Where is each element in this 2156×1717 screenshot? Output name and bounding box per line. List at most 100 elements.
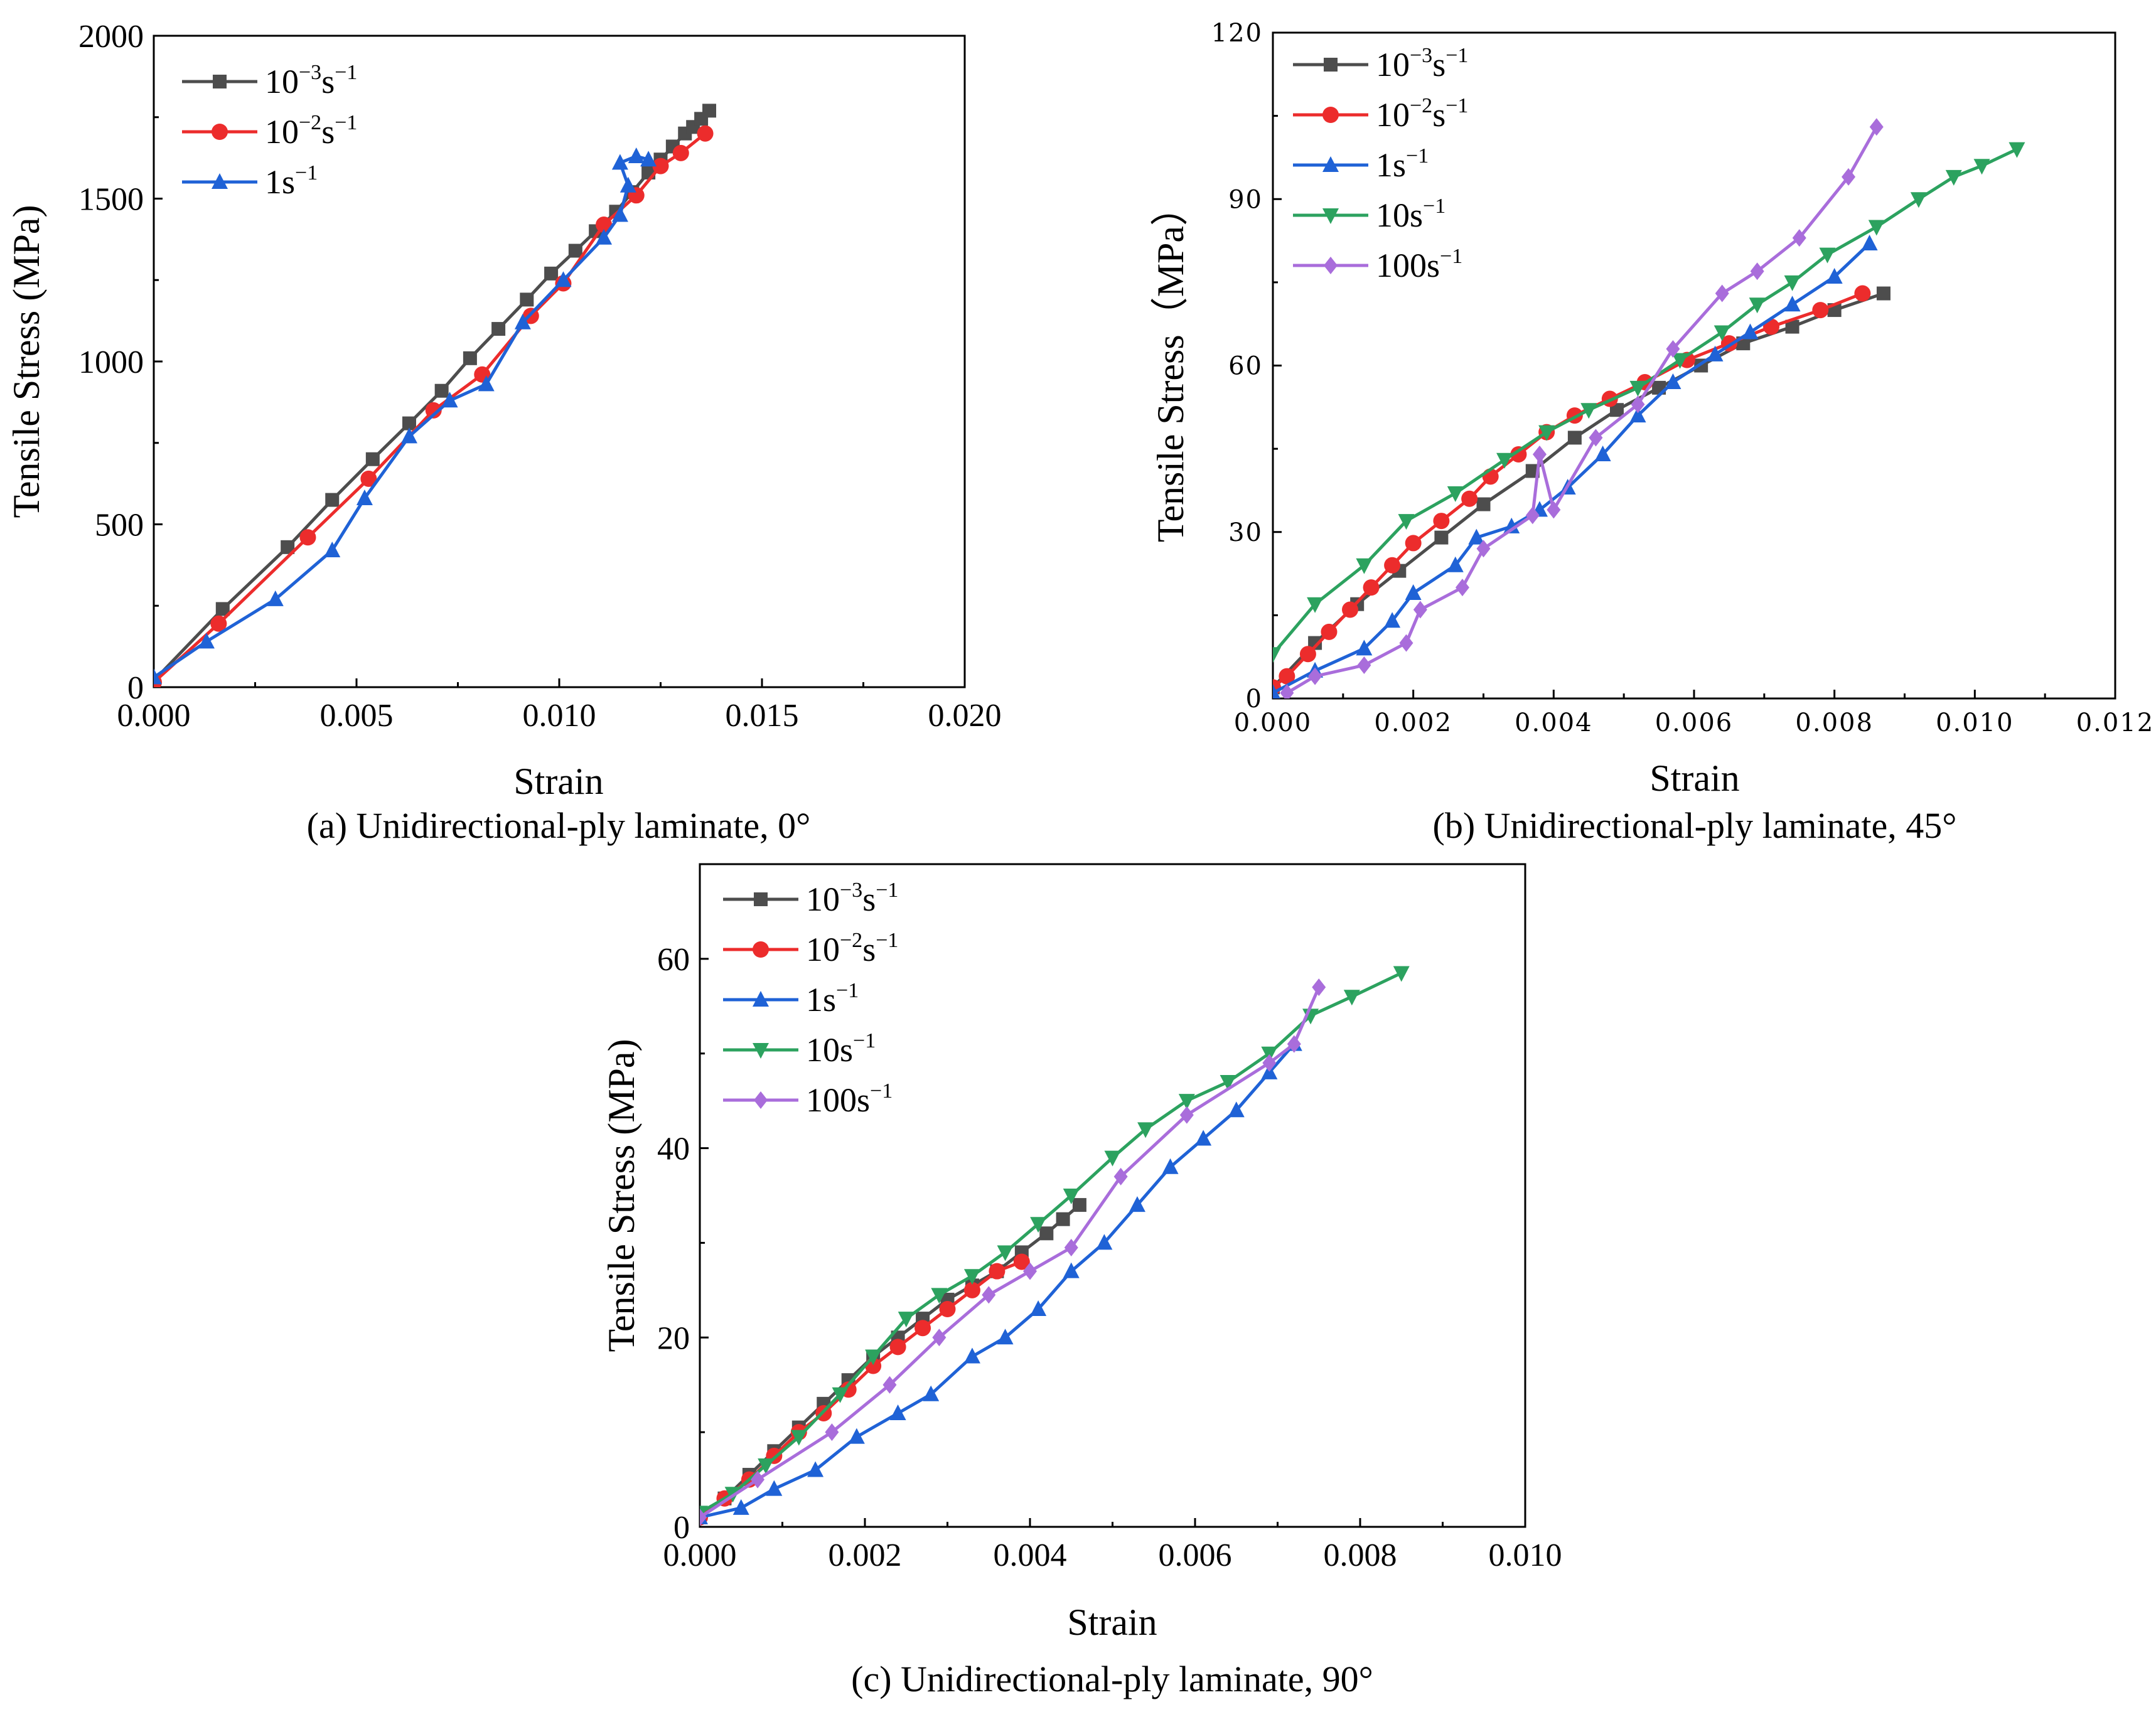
data-point	[611, 206, 628, 222]
data-point	[360, 470, 377, 487]
data-point	[1792, 229, 1806, 247]
data-point	[1547, 501, 1561, 519]
data-point	[2009, 142, 2025, 158]
data-point	[1195, 1130, 1212, 1146]
legend-exponent: −1	[1423, 195, 1445, 218]
data-point	[1178, 1094, 1195, 1110]
data-point	[1405, 584, 1422, 601]
x-tick-label: 0.015	[726, 698, 799, 734]
data-point	[997, 1329, 1014, 1345]
legend-unit: s	[823, 981, 836, 1019]
data-point	[1785, 319, 1799, 334]
legend-marker	[213, 75, 227, 88]
data-point	[1496, 452, 1513, 469]
legend-base: 100	[1376, 247, 1427, 284]
data-point	[1714, 325, 1730, 341]
data-point	[1162, 1158, 1179, 1174]
legend-label: 1s−1	[1376, 144, 1429, 184]
data-point	[198, 633, 215, 649]
legend-exponent: −3	[840, 879, 862, 902]
data-point	[997, 1245, 1014, 1261]
data-point	[1784, 296, 1801, 312]
data-point	[1447, 486, 1464, 502]
legend-label: 1s−1	[806, 979, 859, 1019]
legend-exponent: −2	[840, 929, 862, 952]
series-line	[154, 154, 649, 679]
data-point	[1030, 1300, 1047, 1317]
data-point	[1220, 1074, 1236, 1091]
legend: 10−3s−110−2s−11s−1	[182, 61, 357, 201]
x-tick-label: 0.002	[829, 1538, 902, 1573]
data-point	[889, 1339, 906, 1356]
legend-exponent: −3	[1410, 44, 1432, 67]
data-point	[989, 1263, 1006, 1280]
x-tick-label: 0.005	[320, 698, 394, 734]
legend-marker	[212, 124, 228, 140]
legend-base: 10	[1376, 96, 1410, 134]
data-point	[766, 1480, 783, 1496]
data-point	[1064, 1238, 1078, 1256]
x-tick-label: 0.012	[2076, 709, 2155, 737]
data-point	[1784, 275, 1801, 291]
data-point	[790, 1430, 807, 1446]
data-point	[1580, 403, 1597, 419]
legend-exponent: −1	[295, 161, 318, 185]
series-triangle-down	[1273, 142, 2025, 663]
x-axis-label: Strain	[513, 761, 603, 802]
data-point	[1434, 530, 1449, 545]
legend-marker	[1324, 58, 1338, 72]
data-point	[1312, 978, 1326, 997]
x-tick-label: 0.010	[523, 698, 596, 734]
legend-exponent: −1	[836, 979, 859, 1002]
data-point	[1013, 1253, 1030, 1270]
data-point	[982, 1286, 996, 1304]
legend-marker	[1322, 107, 1339, 123]
data-point	[1096, 1234, 1113, 1250]
data-point	[1476, 497, 1491, 511]
legend-marker	[754, 892, 768, 906]
data-point	[702, 104, 717, 118]
y-tick-label: 60	[1228, 352, 1263, 381]
data-point	[1280, 684, 1294, 698]
data-point	[1399, 634, 1413, 652]
data-point	[1749, 297, 1766, 314]
data-point	[514, 313, 531, 329]
legend-unit: s	[862, 880, 876, 918]
x-tick-label: 0.006	[1655, 709, 1734, 737]
data-point	[1973, 159, 1990, 175]
data-point	[215, 602, 230, 616]
data-point	[267, 590, 284, 606]
series-line	[700, 971, 1402, 1514]
legend-unit: s	[282, 163, 295, 201]
legend-unit: s	[1432, 46, 1445, 83]
data-point	[356, 489, 373, 505]
data-point	[596, 228, 613, 245]
y-tick-label: 1000	[78, 345, 144, 380]
data-point	[1869, 118, 1884, 136]
data-point	[1273, 647, 1281, 663]
data-point	[898, 1312, 914, 1328]
legend-exponent: −1	[876, 929, 898, 952]
data-point	[1609, 403, 1624, 417]
legend-exponent: −1	[1445, 94, 1468, 117]
data-point	[324, 542, 341, 558]
data-point	[1594, 445, 1611, 461]
data-point	[544, 266, 559, 281]
data-point	[1129, 1196, 1145, 1212]
legend-label: 10−3s−1	[265, 61, 357, 100]
data-point	[1538, 425, 1555, 441]
data-point	[1356, 639, 1373, 656]
data-point	[1063, 1189, 1080, 1204]
series-triangle-up	[154, 147, 657, 685]
data-point	[1715, 284, 1729, 302]
x-tick-label: 0.008	[1324, 1538, 1397, 1573]
data-point	[1433, 513, 1450, 530]
x-tick-label: 0.020	[928, 698, 1002, 734]
data-point	[1279, 668, 1295, 685]
data-point	[1854, 285, 1871, 302]
legend-unit: s	[1393, 146, 1406, 184]
series-line	[1286, 126, 1878, 695]
x-tick-label: 0.000	[1234, 709, 1312, 737]
